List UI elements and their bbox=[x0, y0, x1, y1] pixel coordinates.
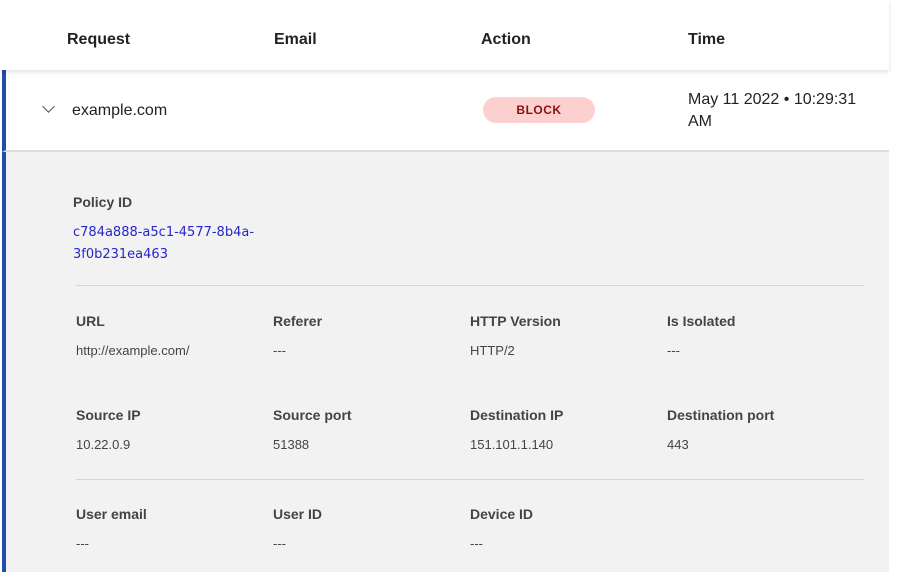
is-isolated-label: Is Isolated bbox=[667, 313, 736, 329]
divider bbox=[76, 285, 864, 286]
destination-ip-value: 151.101.1.140 bbox=[470, 437, 554, 452]
action-badge: BLOCK bbox=[483, 97, 595, 123]
row-details: Policy ID c784a888-a5c1-4577-8b4a-3f0b23… bbox=[2, 152, 889, 572]
source-ip-label: Source IP bbox=[76, 407, 141, 423]
source-ip-value: 10.22.0.9 bbox=[76, 437, 131, 452]
table-header: Request Email Action Time bbox=[0, 0, 889, 70]
source-port-label: Source port bbox=[273, 407, 352, 423]
referer-value: --- bbox=[273, 343, 286, 358]
url-value: http://example.com/ bbox=[76, 343, 190, 358]
column-email[interactable]: Email bbox=[274, 31, 317, 48]
chevron-down-icon[interactable] bbox=[42, 100, 55, 113]
time-cell: May 11 2022 • 10:29:31 AM bbox=[688, 91, 857, 130]
user-id-label: User ID bbox=[273, 506, 323, 522]
user-email-value: --- bbox=[76, 536, 89, 551]
policy-id-link[interactable]: c784a888-a5c1-4577-8b4a-3f0b231ea463 bbox=[73, 225, 255, 262]
referer-label: Referer bbox=[273, 313, 323, 329]
destination-ip-label: Destination IP bbox=[470, 407, 564, 423]
device-id-value: --- bbox=[470, 536, 483, 551]
table-row[interactable]: example.com BLOCK May 11 2022 • 10:29:31… bbox=[2, 70, 889, 152]
http-version-label: HTTP Version bbox=[470, 313, 561, 329]
http-version-value: HTTP/2 bbox=[470, 343, 515, 358]
policy-id-label: Policy ID bbox=[73, 194, 133, 210]
column-action[interactable]: Action bbox=[481, 31, 531, 48]
source-port-value: 51388 bbox=[273, 437, 310, 452]
destination-port-value: 443 bbox=[667, 437, 689, 452]
url-label: URL bbox=[76, 313, 105, 329]
device-id-label: Device ID bbox=[470, 506, 534, 522]
column-request[interactable]: Request bbox=[67, 31, 131, 48]
column-time[interactable]: Time bbox=[688, 31, 726, 48]
user-id-value: --- bbox=[273, 536, 286, 551]
request-cell: example.com bbox=[72, 102, 168, 119]
destination-port-label: Destination port bbox=[667, 407, 775, 423]
user-email-label: User email bbox=[76, 506, 147, 522]
divider bbox=[76, 479, 864, 480]
is-isolated-value: --- bbox=[667, 343, 680, 358]
